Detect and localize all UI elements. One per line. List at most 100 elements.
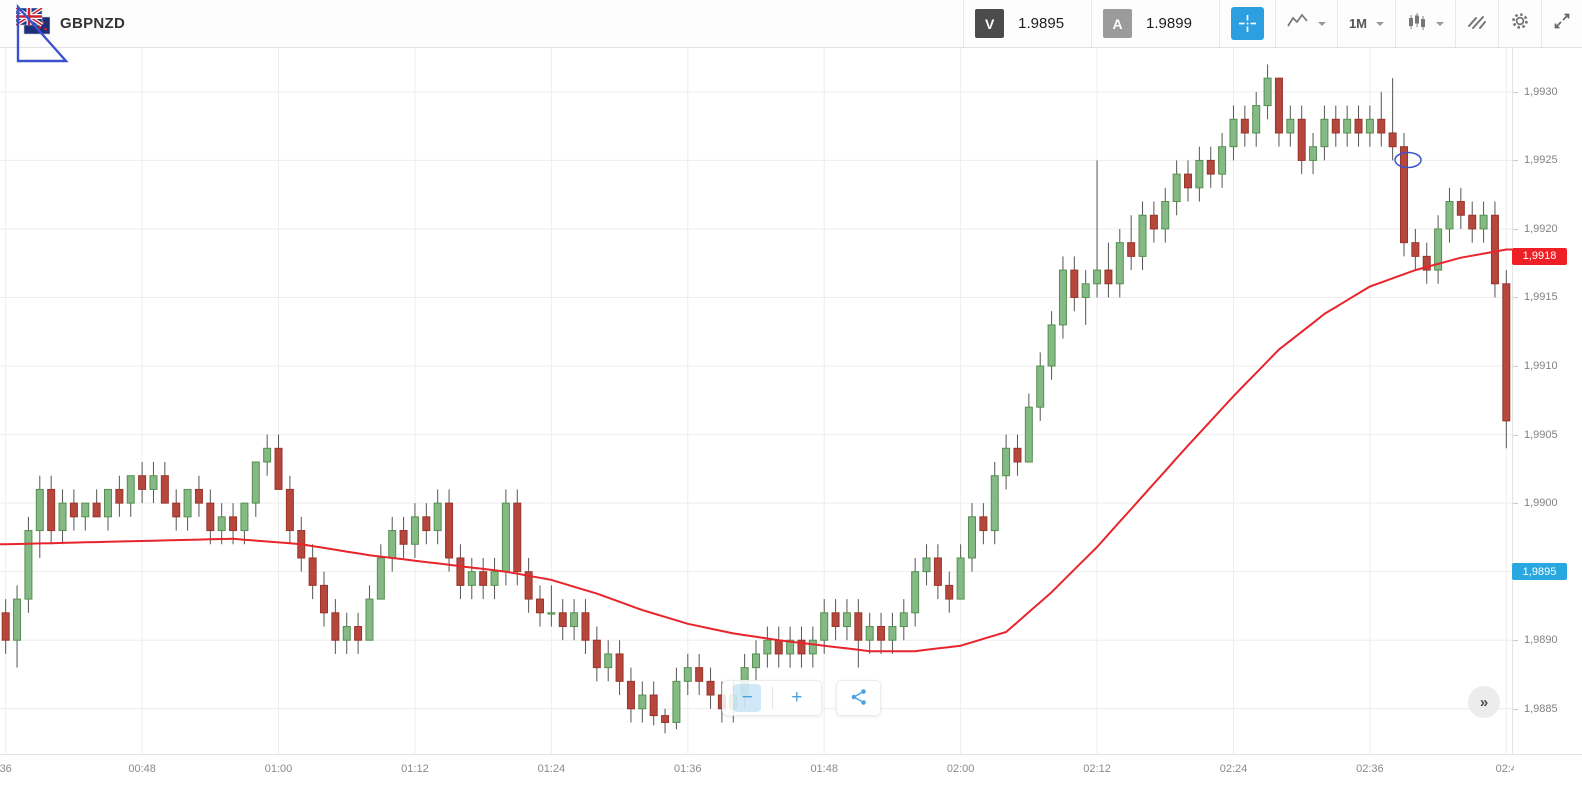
candle-down	[1400, 146, 1408, 244]
price-axis[interactable]: 1,9930 1,9925 1,9920 1,9915 1,9910 1,9905 1,99…	[1513, 48, 1582, 754]
price-axis-label: 1,9920	[1524, 222, 1558, 235]
candle-up	[1138, 214, 1147, 257]
candle-down	[592, 639, 601, 669]
candle-up	[251, 461, 260, 504]
candle-down	[422, 516, 431, 532]
candlestick-chart[interactable]	[0, 48, 1512, 754]
zoom-out-button[interactable]: −	[723, 681, 772, 715]
sell-quote-button[interactable]: V 1.9895	[963, 0, 1092, 47]
candle-up	[1002, 447, 1011, 477]
candle-up	[1434, 228, 1443, 271]
ellipse-drawing[interactable]	[1394, 151, 1422, 169]
candle-down	[661, 715, 670, 723]
time-axis-label: 02:12	[1083, 763, 1111, 775]
candle-down	[331, 612, 340, 641]
share-icon	[850, 688, 868, 709]
price-axis-label: 1,9885	[1524, 702, 1558, 715]
time-axis-label: 02:36	[1356, 763, 1384, 775]
price-axis-label: 1,9890	[1524, 634, 1558, 647]
candle-up	[1286, 118, 1295, 134]
chart-plot[interactable]	[0, 48, 1512, 754]
price-axis-label: 1,9925	[1524, 154, 1558, 167]
candle-up	[752, 653, 760, 669]
candle-down	[1422, 255, 1431, 271]
candle-up	[1479, 214, 1488, 230]
candle-down	[1411, 242, 1420, 257]
axis-tick	[1513, 297, 1518, 299]
buy-side-badge: A	[1103, 9, 1133, 38]
share-button[interactable]	[850, 688, 868, 709]
candle-down	[649, 694, 658, 717]
fullscreen-button[interactable]	[1541, 0, 1582, 47]
chevron-down-icon	[1436, 21, 1444, 26]
candle-down	[479, 571, 488, 586]
chart-style-button[interactable]	[1274, 0, 1337, 47]
candle-up	[1047, 324, 1056, 367]
time-axis-label: 01:36	[674, 763, 702, 775]
candle-down	[1377, 118, 1386, 134]
candle-down	[1354, 118, 1363, 134]
time-axis-label: 36	[0, 763, 12, 775]
price-axis-label: 1,9910	[1524, 360, 1558, 373]
candlestick-icon	[1407, 12, 1427, 36]
axis-tick	[1513, 228, 1518, 230]
candle-up	[911, 571, 920, 614]
candle-down	[1468, 214, 1477, 230]
time-axis-label: 02:24	[1219, 763, 1248, 775]
candle-up	[1263, 77, 1272, 107]
candle-down	[945, 584, 954, 600]
timeframe-button[interactable]: 1M	[1336, 0, 1395, 47]
candle-down	[626, 680, 635, 710]
candle-up	[1036, 365, 1045, 408]
candle-down	[1104, 269, 1113, 285]
crosshair-button[interactable]	[1218, 0, 1275, 47]
time-axis-label: 01:00	[264, 763, 293, 775]
candle-down	[1297, 118, 1306, 161]
candle-up	[24, 530, 33, 600]
candle-up	[149, 475, 158, 490]
symbol-selector[interactable]: GBPNZD	[0, 0, 141, 47]
toolbar: GBPNZD V 1.9895 A 1.9899	[0, 0, 1582, 48]
candle-down	[581, 612, 590, 641]
candle-up	[467, 571, 476, 586]
candle-down	[92, 502, 101, 518]
candle-up	[638, 694, 647, 710]
candle-up	[956, 557, 965, 600]
double-chevron-button[interactable]: »	[1468, 686, 1500, 718]
indicators-button[interactable]	[1455, 0, 1498, 47]
candle-down	[1070, 269, 1079, 298]
candle-up	[183, 488, 192, 518]
zoom-in-button[interactable]: +	[773, 681, 822, 715]
candle-up	[990, 475, 999, 532]
candle-down	[706, 680, 715, 696]
candle-up	[1309, 146, 1318, 161]
settings-button[interactable]	[1498, 0, 1541, 47]
candle-down	[1331, 118, 1340, 134]
candle-down	[354, 626, 363, 641]
candle-up	[501, 502, 510, 573]
candle-up	[365, 598, 374, 641]
candle-down	[308, 557, 317, 586]
time-axis[interactable]: 36 00:48 01:00 01:12 01:24 01:36 01:48 02:00 02:…	[0, 755, 1514, 792]
candle-down	[1502, 283, 1511, 422]
candle-down	[399, 530, 408, 545]
candle-down	[854, 612, 863, 641]
candle-down	[1149, 214, 1158, 230]
candle-up	[1365, 118, 1374, 134]
price-axis-label: 1,9905	[1524, 428, 1558, 441]
candle-down	[1, 612, 10, 641]
candle-down	[615, 653, 624, 682]
candle-up	[888, 626, 897, 641]
candle-down	[1456, 201, 1465, 216]
zoom-out-label: −	[733, 684, 762, 712]
candle-down	[1127, 242, 1136, 257]
time-axis-label: 01:24	[537, 763, 566, 775]
candle-up	[126, 475, 135, 504]
axis-divider	[1512, 48, 1513, 754]
gbpnzd-flag-icon	[14, 5, 51, 40]
chart-type-button[interactable]	[1395, 0, 1455, 47]
candle-up	[490, 571, 499, 586]
buy-quote-button[interactable]: A 1.9899	[1091, 0, 1219, 47]
ma-line	[0, 248, 1512, 653]
